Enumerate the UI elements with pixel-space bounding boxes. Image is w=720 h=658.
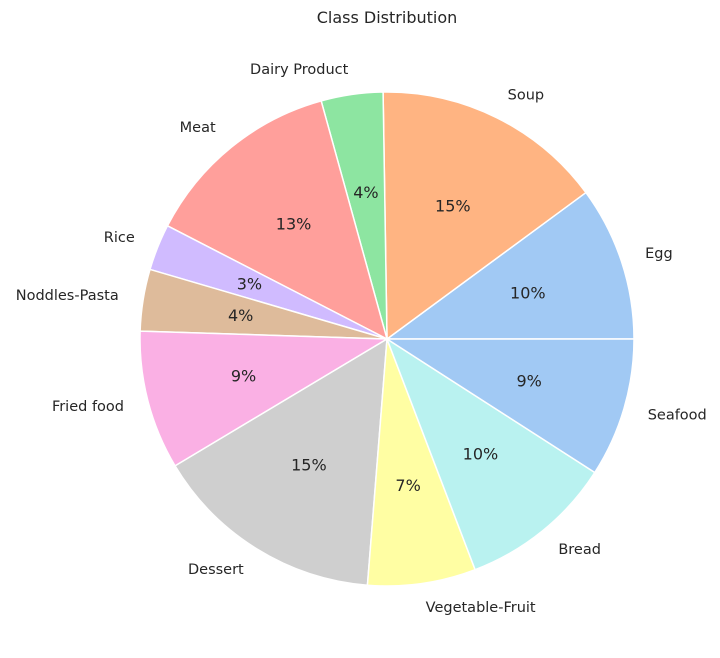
pie-slice-soup	[382, 91, 587, 340]
pct-label-soup: 15%	[435, 197, 471, 216]
pie-slice-egg	[386, 191, 635, 340]
pct-label-vegetable-fruit: 7%	[395, 476, 420, 495]
slice-label-meat: Meat	[180, 120, 216, 136]
slice-label-fried-food: Fried food	[52, 399, 124, 415]
pct-label-dairy-product: 4%	[353, 183, 378, 202]
pie-labels: 10% Egg 15% Soup 4% Dairy Product 13% Meat 3% Ric…	[16, 62, 707, 616]
pct-label-meat: 13%	[276, 214, 312, 233]
pie-slice-fried-food	[139, 330, 388, 467]
pct-label-rice: 3%	[237, 274, 262, 293]
slice-label-soup: Soup	[508, 88, 544, 104]
slice-label-vegetable-fruit: Vegetable-Fruit	[426, 600, 536, 616]
slice-label-rice: Rice	[104, 230, 135, 246]
pie-slice-bread	[386, 338, 596, 571]
slice-label-bread: Bread	[558, 542, 601, 558]
slice-label-dessert: Dessert	[188, 562, 244, 578]
pie-slices	[139, 91, 635, 587]
pie-slice-meat	[166, 100, 388, 340]
slice-label-dairy-product: Dairy Product	[250, 62, 349, 78]
chart-title: Class Distribution	[317, 8, 458, 27]
pct-label-noddles-pasta: 4%	[228, 306, 253, 325]
pie-slice-vegetable-fruit	[366, 338, 476, 587]
pct-label-dessert: 15%	[291, 455, 327, 474]
pct-label-egg: 10%	[510, 283, 546, 302]
slice-label-egg: Egg	[645, 246, 673, 262]
slice-label-noddles-pasta: Noddles-Pasta	[16, 288, 119, 304]
pct-label-fried-food: 9%	[231, 367, 256, 386]
pct-label-seafood: 9%	[517, 371, 542, 390]
pie-slice-dessert	[174, 338, 388, 586]
pie-slice-seafood	[386, 338, 635, 474]
slice-label-seafood: Seafood	[648, 408, 707, 424]
pct-label-bread: 10%	[463, 445, 499, 464]
